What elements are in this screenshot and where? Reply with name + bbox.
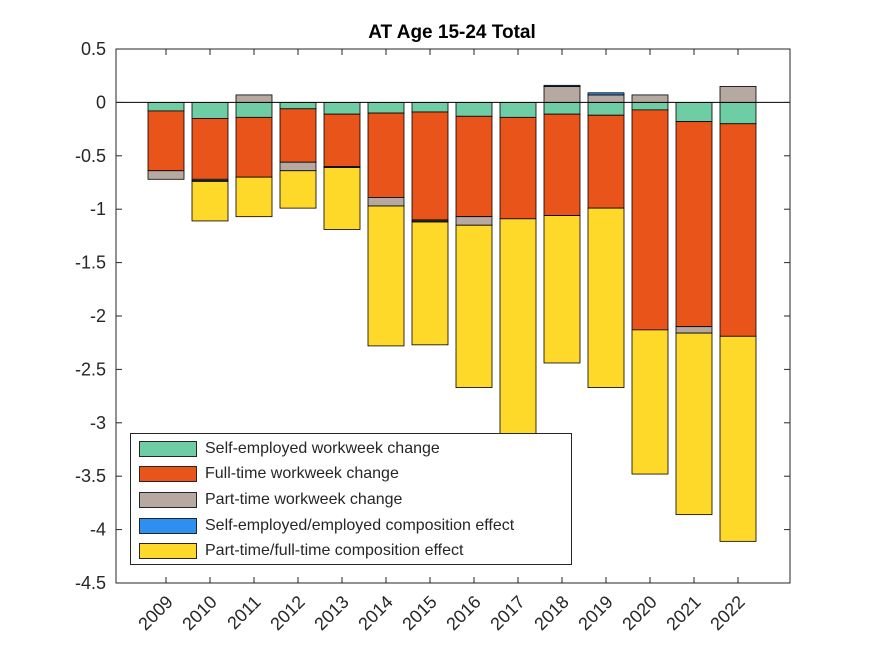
legend-item-self-employed-workweek: Self-employed workweek change: [139, 438, 440, 460]
bar-2009-series-2: [147, 170, 185, 180]
bar-2022-series-0: [719, 102, 757, 125]
legend-swatch: [139, 466, 197, 482]
bar-2021-series-0: [675, 102, 713, 123]
bar-2010-series-4: [191, 181, 229, 222]
y-tick-label: -1.5: [75, 253, 106, 273]
bars-group: [147, 84, 757, 542]
bar-2020-series-0: [631, 102, 669, 111]
legend-swatch: [139, 543, 197, 559]
y-tick-label: 0: [96, 92, 106, 112]
bar-2022-series-4: [719, 335, 757, 542]
legend-item-self-employed-composition: Self-employed/employed composition effec…: [139, 515, 514, 537]
bar-2012-series-2: [279, 161, 317, 172]
y-tick-label: -3: [90, 413, 106, 433]
bar-2022-series-1: [719, 123, 757, 337]
bar-2009-series-1: [147, 110, 185, 172]
bar-2016-series-2: [455, 216, 493, 226]
bar-2019-series-2: [587, 94, 625, 103]
bar-2019-series-3: [587, 92, 625, 96]
legend-label: Full-time workweek change: [205, 465, 399, 482]
legend-swatch: [139, 441, 197, 457]
bar-2018-series-1: [543, 113, 581, 217]
legend-swatch: [139, 492, 197, 508]
bar-2012-series-1: [279, 108, 317, 163]
bar-2014-series-1: [367, 112, 405, 198]
y-tick-label: 0.5: [81, 39, 106, 59]
chart-title: AT Age 15-24 Total: [368, 22, 536, 43]
legend-item-part-time-workweek: Part-time workweek change: [139, 489, 402, 511]
y-tick-label: -2: [90, 306, 106, 326]
y-axis: 0.5 0 -0.5 -1 -1.5 -2 -2.5 -3 -3.5 -4 -4.5: [75, 39, 790, 593]
bar-2016-series-0: [455, 102, 493, 117]
bar-2011-series-1: [235, 116, 273, 178]
bar-2018-series-0: [543, 102, 581, 115]
y-tick-label: -2.5: [75, 359, 106, 379]
y-tick-label: -0.5: [75, 146, 106, 166]
bar-2010-series-0: [191, 102, 229, 119]
bar-2020-series-1: [631, 109, 669, 331]
bar-2018-series-4: [543, 215, 581, 364]
y-tick-label: -3.5: [75, 466, 106, 486]
bar-2020-series-2: [631, 94, 669, 103]
bar-2017-series-0: [499, 102, 537, 118]
bar-2014-series-2: [367, 197, 405, 207]
bar-2010-series-1: [191, 118, 229, 180]
bar-2014-series-4: [367, 205, 405, 347]
bar-2020-series-4: [631, 329, 669, 475]
bar-2019-series-0: [587, 102, 625, 116]
bar-2017-series-4: [499, 218, 537, 437]
bar-2016-series-1: [455, 115, 493, 218]
bar-2012-series-0: [279, 102, 317, 110]
y-tick-label: -4.5: [75, 573, 106, 593]
bar-2009-series-0: [147, 102, 185, 112]
legend-label: Part-time workweek change: [205, 491, 403, 508]
bar-2011-series-2: [235, 94, 273, 103]
bar-2015-series-1: [411, 111, 449, 221]
bar-2015-series-0: [411, 102, 449, 113]
bar-2019-series-4: [587, 207, 625, 388]
bar-2013-series-4: [323, 167, 361, 230]
bar-2013-series-0: [323, 102, 361, 115]
bar-2021-series-1: [675, 121, 713, 328]
bar-2021-series-2: [675, 326, 713, 334]
legend-label: Self-employed workweek change: [205, 440, 440, 457]
bar-2022-series-2: [719, 85, 757, 103]
legend-label: Self-employed/employed composition effec…: [205, 517, 515, 534]
bar-2012-series-4: [279, 170, 317, 209]
y-tick-label: -4: [90, 520, 106, 540]
bar-2019-series-1: [587, 114, 625, 209]
bar-2014-series-0: [367, 102, 405, 114]
legend-item-full-time-workweek: Full-time workweek change: [139, 463, 399, 485]
bar-2018-series-3: [543, 84, 581, 87]
bar-2015-series-4: [411, 221, 449, 346]
legend-label: Part-time/full-time composition effect: [205, 542, 464, 559]
bar-2017-series-1: [499, 116, 537, 220]
y-tick-label: -1: [90, 199, 106, 219]
legend-swatch: [139, 518, 197, 534]
legend: Self-employed workweek change Full-time …: [130, 433, 572, 565]
bar-2016-series-4: [455, 224, 493, 388]
legend-item-part-time-composition: Part-time/full-time composition effect: [139, 540, 463, 562]
bar-2013-series-1: [323, 113, 361, 167]
bar-2021-series-4: [675, 332, 713, 516]
bar-2011-series-4: [235, 176, 273, 218]
bar-2011-series-0: [235, 102, 273, 118]
bar-2018-series-2: [543, 85, 581, 103]
